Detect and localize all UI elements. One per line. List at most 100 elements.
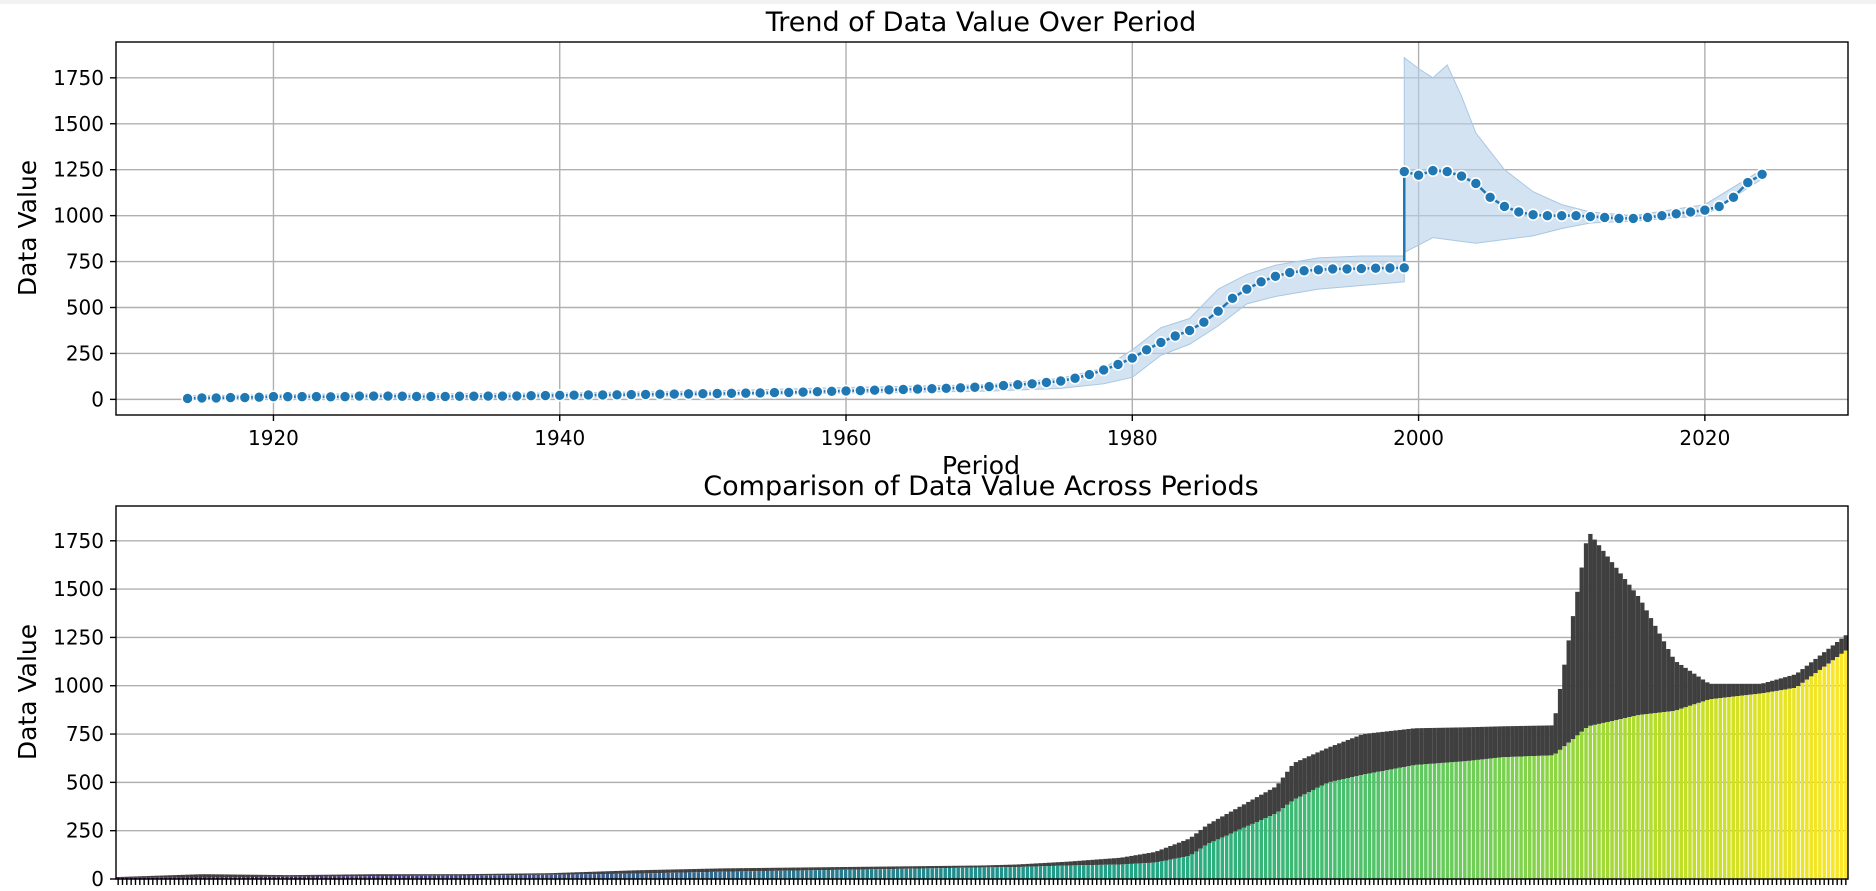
bar — [1766, 692, 1770, 879]
data-point — [481, 389, 495, 403]
error-bar — [276, 875, 281, 877]
bar — [1415, 764, 1419, 879]
error-bar — [1596, 545, 1602, 724]
bar — [428, 875, 432, 879]
error-bar — [375, 874, 381, 877]
bar — [791, 870, 796, 879]
error-bar — [1159, 849, 1164, 862]
ytick-label: 1750 — [53, 66, 104, 90]
error-bar — [544, 873, 549, 875]
data-point — [854, 384, 867, 397]
bar — [1774, 690, 1779, 879]
bar — [1649, 713, 1653, 879]
bar — [908, 868, 913, 879]
bar — [462, 875, 467, 879]
error-bar — [1068, 861, 1073, 866]
error-bar — [1055, 862, 1060, 866]
error-bar — [289, 875, 294, 877]
error-bar — [1514, 726, 1519, 757]
error-bar — [116, 876, 121, 879]
error-bar — [1376, 732, 1381, 772]
bar — [1683, 707, 1688, 879]
bar — [203, 877, 207, 879]
bar — [1610, 721, 1614, 879]
error-bar — [319, 874, 324, 877]
error-bar — [1120, 857, 1125, 865]
error-bar — [1800, 669, 1805, 683]
error-bar — [527, 873, 532, 875]
error-bar — [397, 874, 402, 876]
error-bar — [1644, 610, 1649, 715]
error-bar — [419, 874, 424, 876]
error-bar — [1605, 556, 1610, 722]
bar — [1012, 867, 1017, 879]
bar — [757, 871, 761, 879]
bar — [289, 876, 294, 879]
error-bar — [1107, 858, 1112, 865]
error-bar — [1683, 667, 1688, 708]
bar — [687, 872, 692, 879]
error-bar — [250, 874, 255, 878]
bar — [1722, 697, 1727, 879]
bar — [280, 876, 285, 879]
error-bar — [1311, 754, 1316, 790]
error-bar — [635, 870, 640, 874]
error-bar — [1739, 683, 1745, 696]
error-bar — [1051, 862, 1056, 866]
error-bar — [1783, 677, 1788, 690]
data-point — [424, 390, 438, 403]
error-bar — [310, 874, 316, 877]
bar — [363, 876, 367, 879]
error-bar — [1306, 756, 1312, 793]
bar — [649, 873, 653, 879]
bar — [592, 874, 597, 879]
error-bar — [665, 869, 671, 873]
bar — [328, 876, 333, 879]
error-bar — [449, 874, 454, 876]
error-bar — [224, 874, 229, 878]
error-bar — [648, 869, 653, 874]
error-bar — [150, 875, 155, 878]
error-bar — [1432, 727, 1437, 764]
error-bar — [1029, 863, 1034, 867]
data-point — [1440, 165, 1454, 178]
bar — [1250, 823, 1255, 879]
error-bar — [882, 866, 887, 870]
data-point — [1397, 165, 1411, 178]
error-bar — [120, 876, 125, 878]
bar — [1056, 865, 1060, 879]
bar — [991, 867, 995, 879]
data-point — [768, 386, 781, 399]
bar — [1515, 756, 1519, 879]
bar — [1623, 718, 1627, 879]
error-bar — [1012, 864, 1017, 868]
data-point — [267, 390, 280, 403]
error-bar — [1003, 864, 1008, 868]
bar — [956, 867, 960, 879]
bar — [1090, 865, 1095, 879]
error-bar — [1133, 855, 1138, 864]
bar — [1069, 865, 1073, 879]
error-bar — [1627, 584, 1632, 718]
data-point — [310, 390, 323, 403]
data-point — [782, 386, 796, 399]
error-bar — [1826, 648, 1831, 664]
bar — [761, 871, 766, 879]
error-bar — [977, 865, 982, 868]
error-bar — [436, 874, 441, 876]
bar — [1060, 865, 1064, 879]
error-bar — [167, 875, 173, 878]
error-bar — [1527, 725, 1532, 757]
data-point — [381, 389, 395, 403]
error-bar — [969, 865, 974, 868]
error-bar — [1415, 728, 1420, 765]
data-point — [1469, 177, 1483, 190]
error-bar — [587, 871, 593, 875]
data-point — [596, 388, 609, 402]
bar — [722, 871, 727, 879]
data-point — [1741, 176, 1755, 189]
error-bar — [1298, 760, 1303, 797]
bar — [1034, 866, 1038, 879]
bar — [484, 875, 488, 879]
bar — [233, 877, 237, 879]
